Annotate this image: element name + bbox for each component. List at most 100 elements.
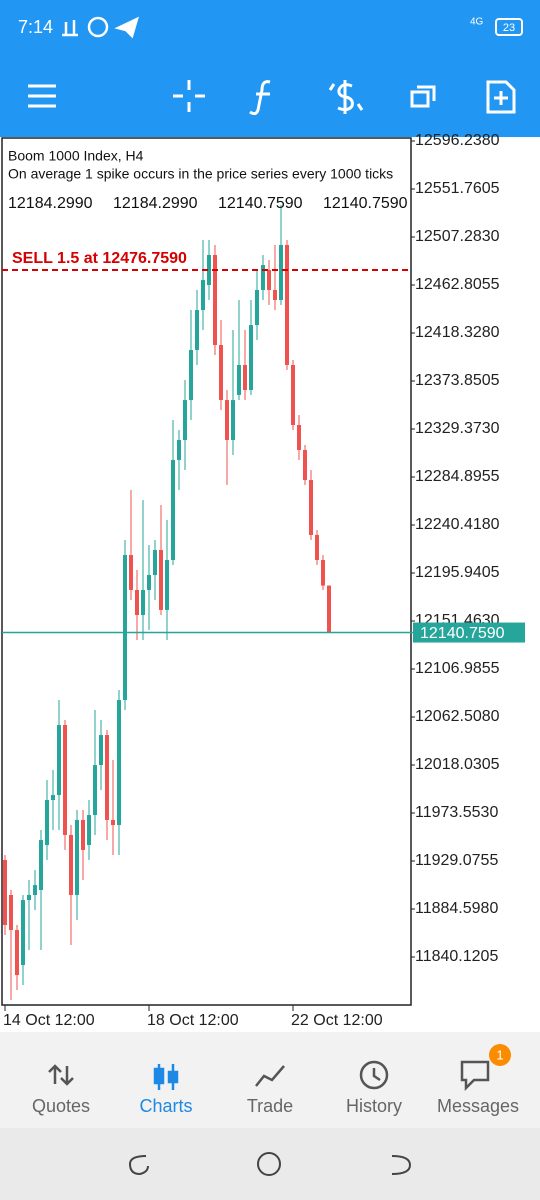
- windows-button[interactable]: [410, 85, 436, 108]
- candle-body: [129, 555, 133, 590]
- chart: [1, 137, 415, 1011]
- candle-body: [273, 289, 277, 301]
- candle-body: [21, 900, 25, 966]
- candle-body: [309, 480, 313, 535]
- system-buttons: [128, 1152, 412, 1176]
- candle-body: [237, 364, 241, 395]
- x-tick-label: 14 Oct 12:00: [3, 1012, 95, 1029]
- system-nav: [0, 1128, 540, 1200]
- y-tick-label: 12462.8055: [415, 276, 500, 293]
- candle-body: [183, 400, 187, 440]
- candle-body: [201, 280, 205, 311]
- x-tick-label: 18 Oct 12:00: [147, 1012, 239, 1029]
- y-tick-label: 12018.0305: [415, 756, 500, 773]
- y-tick-label: 12284.8955: [415, 468, 500, 485]
- candle-body: [213, 255, 217, 346]
- y-tick-label: 12240.4180: [415, 516, 500, 533]
- candle-body: [147, 574, 151, 590]
- y-tick-label: 12418.3280: [415, 324, 500, 341]
- y-tick-label: 11884.5980: [415, 900, 498, 917]
- ohlc-value: 12184.2990: [113, 195, 198, 212]
- nav-label[interactable]: Messages: [437, 1096, 519, 1116]
- nav-label[interactable]: Charts: [139, 1096, 192, 1116]
- badge-count: 1: [496, 1047, 503, 1062]
- candle-body: [57, 725, 61, 796]
- candle-body: [321, 559, 325, 586]
- chart-subtitle: On average 1 spike occurs in the price s…: [8, 166, 393, 182]
- menu-button[interactable]: [28, 84, 56, 108]
- candle-body: [45, 800, 49, 846]
- recents-button[interactable]: [128, 1155, 149, 1176]
- app-bar: [0, 0, 540, 137]
- ohlc-value: 12140.7590: [323, 195, 408, 212]
- candle-body: [315, 534, 319, 560]
- sell-order-label: SELL 1.5 at 12476.7590: [12, 250, 187, 267]
- nav-labels: Quotes Charts Trade History Messages: [32, 1096, 519, 1116]
- candle-body: [51, 795, 55, 801]
- network-type: 4G: [470, 17, 484, 28]
- candle-body: [249, 325, 253, 391]
- candle-body: [75, 819, 79, 895]
- candle-body: [195, 310, 199, 350]
- x-tick-label: 22 Oct 12:00: [291, 1012, 383, 1029]
- candle-body: [189, 349, 193, 401]
- candle-body: [123, 555, 127, 700]
- candle-body: [33, 885, 37, 895]
- candle-body: [327, 585, 331, 633]
- y-tick-label: 12373.8505: [415, 372, 500, 389]
- chart-title: Boom 1000 Index, H4: [8, 148, 144, 164]
- candle-body: [255, 289, 259, 326]
- candle-body: [219, 345, 223, 401]
- toolbar: [28, 80, 516, 116]
- candle-body: [243, 364, 247, 391]
- nav-label[interactable]: History: [346, 1096, 402, 1116]
- candle-body: [93, 765, 97, 816]
- candle-body: [261, 265, 265, 290]
- candle-body: [207, 255, 211, 286]
- status-icons: [62, 16, 139, 39]
- y-tick-label: 12106.9855: [415, 660, 500, 677]
- nav-label[interactable]: Trade: [247, 1096, 293, 1116]
- nav-label[interactable]: Quotes: [32, 1096, 90, 1116]
- ohlc-value: 12184.2990: [8, 195, 93, 212]
- candle-body: [15, 930, 19, 976]
- candle-body: [225, 400, 229, 440]
- candle-body: [285, 244, 289, 365]
- candle-body: [9, 894, 13, 931]
- candle-body: [27, 894, 31, 901]
- badge: [489, 1044, 511, 1066]
- y-tick-label: 11840.1205: [415, 948, 498, 965]
- bid-label: 12140.7590: [420, 625, 505, 642]
- candle-body: [231, 400, 235, 440]
- candle-body: [279, 244, 283, 301]
- y-tick-label: 12329.3730: [415, 420, 500, 437]
- battery: [495, 18, 523, 36]
- candle-body: [87, 815, 91, 846]
- candle-body: [3, 860, 7, 925]
- candle-body: [291, 364, 295, 425]
- y-tick-label: 12507.2830: [415, 228, 500, 245]
- y-tick-label: 12062.5080: [415, 708, 500, 725]
- candle-body: [81, 819, 85, 850]
- candle-body: [111, 819, 115, 826]
- candle-body: [105, 735, 109, 820]
- y-tick-label: 11973.5530: [415, 804, 498, 821]
- y-tick-label: 11929.0755: [415, 852, 498, 869]
- candle-body: [63, 725, 67, 835]
- candle-body: [159, 549, 163, 610]
- home-button[interactable]: [257, 1152, 281, 1176]
- new-order-button[interactable]: [486, 80, 516, 114]
- trade-button[interactable]: [328, 80, 364, 114]
- candle-body: [99, 735, 103, 766]
- bid-box: [413, 622, 525, 643]
- candle-body: [303, 450, 307, 481]
- candle-body: [177, 439, 181, 460]
- indicators-button[interactable]: [249, 80, 271, 116]
- crosshair-button[interactable]: [173, 80, 205, 112]
- candle-body: [165, 559, 169, 610]
- candle-body: [69, 834, 73, 895]
- nav-icons: [48, 1060, 490, 1092]
- candle-body: [117, 699, 121, 826]
- back-button[interactable]: [391, 1155, 412, 1175]
